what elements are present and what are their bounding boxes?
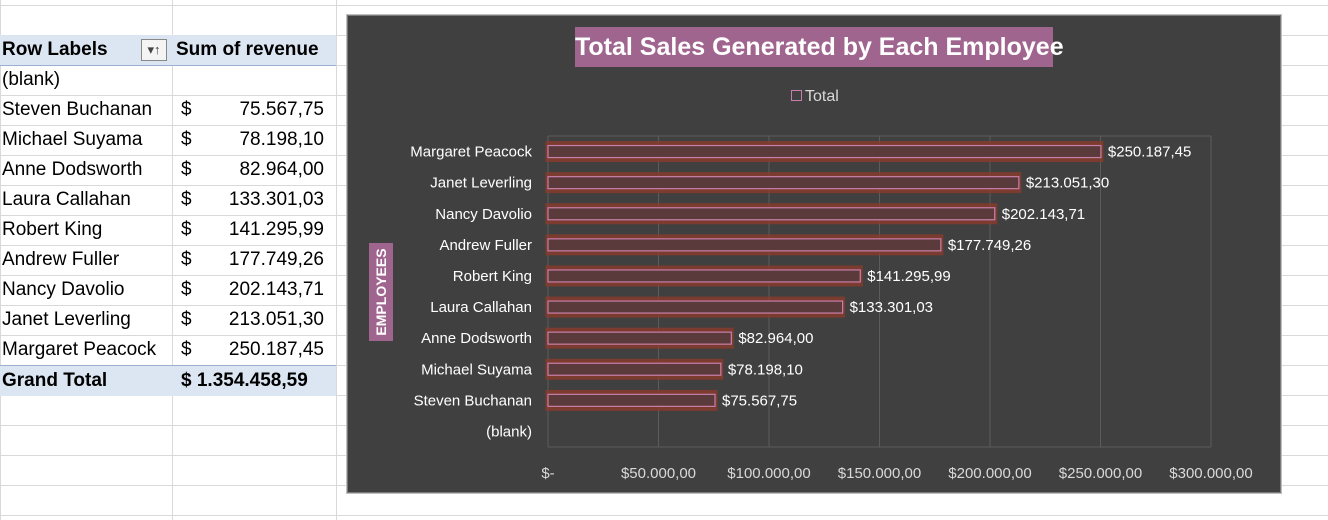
currency-symbol: $ [181, 99, 192, 120]
currency-symbol: $ [181, 249, 192, 270]
revenue-amount: 202.143,71 [228, 279, 324, 300]
chart-title[interactable]: Total Sales Generated by Each Employee [575, 27, 1064, 67]
bar [547, 207, 996, 221]
x-tick-label: $300.000,00 [1169, 465, 1252, 482]
data-label: $250.187,45 [1108, 144, 1191, 161]
category-label: Nancy Davolio [435, 206, 532, 223]
data-label: $133.301,03 [850, 299, 933, 316]
x-tick-label: $- [541, 465, 554, 482]
table-row[interactable]: Robert King $141.295,99 [0, 215, 336, 245]
grand-total-label: Grand Total [2, 370, 108, 391]
currency-symbol: $ [181, 309, 192, 330]
revenue-amount: 78.198,10 [239, 129, 324, 150]
data-label: $213.051,30 [1026, 175, 1109, 192]
revenue-amount: 82.964,00 [239, 159, 324, 180]
y-axis-title-text: EMPLOYEES [373, 248, 389, 336]
table-row[interactable]: Michael Suyama $78.198,10 [0, 125, 336, 155]
table-row[interactable]: Steven Buchanan $75.567,75 [0, 95, 336, 125]
revenue-amount: 75.567,75 [239, 99, 324, 120]
category-label: Andrew Fuller [439, 237, 532, 254]
grand-total-amount: $ 1.354.458,59 [181, 370, 308, 391]
row-label: Anne Dodsworth [2, 159, 143, 180]
category-label: Margaret Peacock [410, 144, 532, 161]
data-label: $82.964,00 [738, 330, 813, 347]
table-row[interactable]: Laura Callahan $133.301,03 [0, 185, 336, 215]
category-label: Janet Leverling [430, 175, 532, 192]
data-label: $202.143,71 [1002, 206, 1085, 223]
row-label: Robert King [2, 219, 103, 240]
currency-symbol: $ [181, 189, 192, 210]
data-label: $177.749,26 [948, 237, 1031, 254]
bar [547, 144, 1102, 159]
x-tick-label: $150.000,00 [838, 465, 921, 482]
x-tick-label: $250.000,00 [1059, 465, 1142, 482]
x-tick-label: $200.000,00 [948, 465, 1031, 482]
pivot-header-row: Row Labels ▾↑ Sum of revenue [0, 35, 336, 66]
row-label: Janet Leverling [2, 309, 131, 330]
row-label: Michael Suyama [2, 129, 143, 150]
data-label: $78.198,10 [728, 361, 803, 378]
table-row[interactable]: Andrew Fuller $177.749,26 [0, 245, 336, 275]
table-row[interactable]: Nancy Davolio $202.143,71 [0, 275, 336, 305]
row-label: Nancy Davolio [2, 279, 125, 300]
table-row[interactable]: Anne Dodsworth $82.964,00 [0, 155, 336, 185]
bar [547, 331, 732, 345]
data-label: $141.295,99 [867, 268, 950, 285]
grand-total-row[interactable]: Grand Total $ 1.354.458,59 [0, 365, 336, 396]
revenue-amount: 250.187,45 [228, 339, 324, 360]
filter-sort-icon[interactable]: ▾↑ [141, 39, 167, 61]
bar [547, 176, 1020, 190]
legend-entry-total: Total [805, 88, 839, 105]
currency-symbol: $ [181, 279, 192, 300]
row-label: Margaret Peacock [2, 339, 157, 360]
revenue-amount: 213.051,30 [228, 309, 324, 330]
category-label: Michael Suyama [421, 361, 533, 378]
chart-plot-area: $- $50.000,00 $100.000,00 $150.000,00 $200.0… [410, 135, 1253, 482]
currency-symbol: $ [181, 219, 192, 240]
row-label: Steven Buchanan [2, 99, 153, 120]
chart-legend[interactable]: Total [791, 87, 839, 107]
table-row[interactable]: (blank) [0, 65, 336, 95]
currency-symbol: $ [181, 129, 192, 150]
bar [547, 300, 844, 314]
bar-chart[interactable]: $- $50.000,00 $100.000,00 $150.000,00 $200.0… [346, 14, 1282, 494]
x-tick-label: $100.000,00 [727, 465, 810, 482]
column-divider [172, 0, 173, 520]
row-label: Andrew Fuller [2, 249, 120, 270]
bar [547, 238, 942, 252]
category-label: Laura Callahan [430, 299, 532, 316]
category-label: Steven Buchanan [414, 392, 532, 409]
category-label: (blank) [486, 423, 532, 440]
revenue-amount: 141.295,99 [228, 219, 324, 240]
y-axis-title[interactable]: EMPLOYEES [369, 243, 393, 341]
bar [547, 393, 716, 407]
category-label: Anne Dodsworth [421, 330, 532, 347]
sum-of-revenue-header[interactable]: Sum of revenue [176, 39, 319, 60]
column-divider [336, 0, 337, 520]
currency-symbol: $ [181, 339, 192, 360]
currency-symbol: $ [181, 159, 192, 180]
table-row[interactable]: Margaret Peacock $250.187,45 [0, 335, 336, 365]
table-row[interactable]: Janet Leverling $213.051,30 [0, 305, 336, 335]
data-label: $75.567,75 [722, 392, 797, 409]
bar [547, 269, 861, 283]
row-label: Laura Callahan [2, 189, 131, 210]
revenue-amount: 177.749,26 [228, 249, 324, 270]
revenue-amount: 133.301,03 [228, 189, 324, 210]
x-tick-label: $50.000,00 [621, 465, 696, 482]
category-label: Robert King [453, 268, 532, 285]
legend-swatch-icon [791, 90, 802, 101]
row-label: (blank) [2, 69, 61, 90]
row-labels-header[interactable]: Row Labels [2, 39, 108, 60]
bar [547, 362, 722, 376]
